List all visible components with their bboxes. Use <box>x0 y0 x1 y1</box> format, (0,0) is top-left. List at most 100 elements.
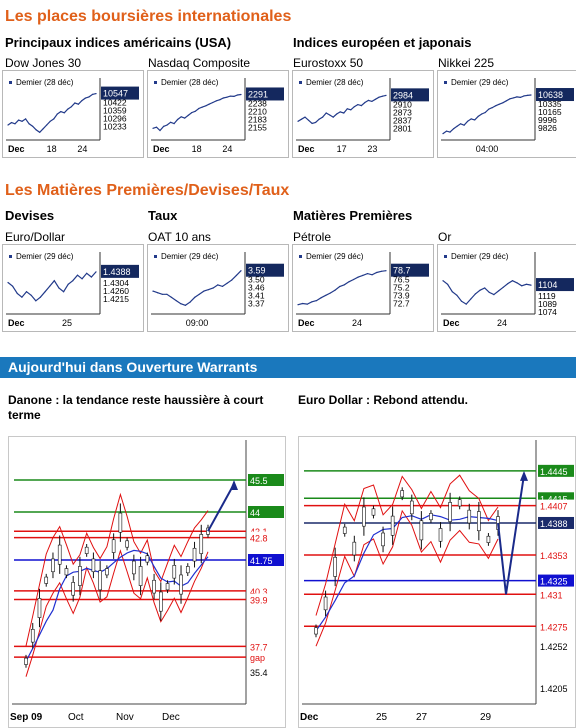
data-point <box>67 283 69 285</box>
mini-chart-eurostoxx[interactable]: Demier (28 déc) 2984 2910 2873 2837 2801 Dec 17… <box>292 70 434 158</box>
data-point <box>329 114 331 116</box>
price-body <box>419 520 424 541</box>
data-point <box>505 100 507 102</box>
us-indices-heading: Principaux indices américains (USA) <box>5 35 232 50</box>
data-point <box>194 296 196 298</box>
data-point <box>91 93 94 95</box>
x-tick-label: 24 <box>497 318 507 328</box>
data-point <box>322 116 324 118</box>
price-body <box>30 629 35 643</box>
price-body <box>145 555 150 563</box>
data-point <box>460 300 463 302</box>
y-tick-label: 9826 <box>538 123 557 133</box>
data-point <box>46 124 48 126</box>
data-point <box>371 100 373 102</box>
x-tick-label: Oct <box>68 712 84 723</box>
data-point <box>502 102 504 104</box>
chart-title-nikkei[interactable]: Nikkei 225 <box>438 56 495 70</box>
data-point <box>456 294 458 296</box>
y-tick-label: 10422 <box>103 98 127 108</box>
price-body <box>192 547 197 562</box>
current-value-badge <box>536 88 574 102</box>
data-point <box>21 120 23 122</box>
data-point <box>332 116 334 118</box>
data-point <box>16 292 18 295</box>
data-point <box>498 290 500 292</box>
warrant-title-eurodollar[interactable]: Euro Dollar : Rebond attendu. <box>298 393 468 407</box>
y-tick-label: 3.50 <box>248 275 265 285</box>
data-point <box>445 130 448 132</box>
chart-title-or[interactable]: Or <box>438 230 452 244</box>
mini-chart-oat[interactable]: Demier (29 déc) 3.59 3.50 3.46 3.41 3.37 09:00 <box>147 244 289 332</box>
series-line <box>297 94 387 125</box>
chart-title-petrole[interactable]: Pétrole <box>293 230 332 244</box>
y-tick-label: 75.2 <box>393 283 410 293</box>
mini-chart-eurodollar[interactable]: Demier (29 déc) 1.4388 1.4304 1.4260 1.4215 D… <box>2 244 144 332</box>
level-badge <box>248 640 284 653</box>
data-point <box>447 283 449 285</box>
y-tick-label: 10165 <box>538 107 562 117</box>
data-point <box>371 274 373 276</box>
data-point <box>180 303 182 305</box>
chart-title-nasdaq[interactable]: Nasdaq Composite <box>148 56 251 70</box>
level-badge <box>248 531 284 544</box>
price-body <box>179 574 183 595</box>
level-label: gap <box>250 653 265 663</box>
mini-chart-dowjones[interactable]: Demier (28 déc) 10547 10422 10359 10296 10233… <box>2 70 144 158</box>
data-point <box>530 284 532 286</box>
price-body <box>333 556 337 577</box>
data-point <box>217 284 219 286</box>
price-body <box>448 502 452 522</box>
data-point <box>208 289 210 291</box>
warrant-title-danone[interactable]: Danone : la tendance reste haussière à c… <box>8 393 264 422</box>
data-point <box>212 101 214 104</box>
price-body <box>51 558 55 573</box>
level-label: 45.5 <box>250 476 268 486</box>
chart-title-eurodollar[interactable]: Euro/Dollar <box>5 230 66 244</box>
data-point <box>88 96 90 98</box>
eu-jp-indices-heading: Indices européen et japonais <box>293 35 472 50</box>
x-tick-label: 29 <box>480 712 492 723</box>
level-badge <box>538 548 574 561</box>
data-point <box>35 129 37 131</box>
chart-frame <box>147 70 289 158</box>
data-point <box>187 114 189 116</box>
price-body <box>185 566 190 574</box>
level-badge <box>538 588 574 601</box>
level-label: 1.4445 <box>540 467 568 477</box>
mini-chart-nasdaq[interactable]: Demier (28 déc) 2291 2238 2210 2183 2155 Dec 18… <box>147 70 289 158</box>
data-point <box>474 293 476 295</box>
data-point <box>42 128 44 130</box>
warrants-banner: Aujourd'hui dans Ouverture Warrants <box>0 357 576 378</box>
price-body <box>98 570 102 591</box>
price-body <box>486 535 491 543</box>
price-body <box>44 576 49 584</box>
data-point <box>95 271 97 273</box>
chart-title-eurostoxx[interactable]: Eurostoxx 50 <box>293 56 364 70</box>
x-tick-label: 24 <box>352 318 362 328</box>
warrant-chart-danone[interactable]: 45.54443.142.841.7540.339.937.7gap35.4Se… <box>8 436 286 728</box>
chart-title-oat[interactable]: OAT 10 ans <box>148 230 211 244</box>
level-badge <box>248 554 284 566</box>
chart-title-dowjones[interactable]: Dow Jones 30 <box>5 56 82 70</box>
data-point <box>339 285 341 288</box>
data-point <box>509 98 511 100</box>
data-point <box>18 119 20 121</box>
data-point <box>212 287 214 289</box>
mini-chart-or[interactable]: Demier (29 déc) 1104 1119 1089 1074 Dec 24 <box>437 244 576 332</box>
level-badge <box>248 474 284 486</box>
mini-chart-svg: Demier (29 déc) 3.593.503.463.413.37 09:00 <box>147 244 289 332</box>
x-tick-label: 18 <box>192 144 202 154</box>
mini-chart-petrole[interactable]: Demier (29 déc) 78.7 76.5 75.2 73.9 72.7 Dec 24 <box>292 244 434 332</box>
price-body <box>105 568 109 576</box>
mini-chart-nikkei[interactable]: Demier (29 déc) 10638 10335 10165 9996 9826 04… <box>437 70 576 158</box>
y-tick-label: 1.4205 <box>540 684 568 694</box>
x-tick-label: Dec <box>298 144 315 154</box>
data-point <box>163 125 165 127</box>
warrant-chart-eurodollar[interactable]: 1.4445 1.4415 1.4407 1.4388 1.4353 1.4325 1.43… <box>298 436 576 728</box>
data-point <box>231 279 233 281</box>
level-label: 1.4388 <box>540 519 568 529</box>
y-tick-label: 72.7 <box>393 299 410 309</box>
level-label: 37.7 <box>250 642 268 652</box>
